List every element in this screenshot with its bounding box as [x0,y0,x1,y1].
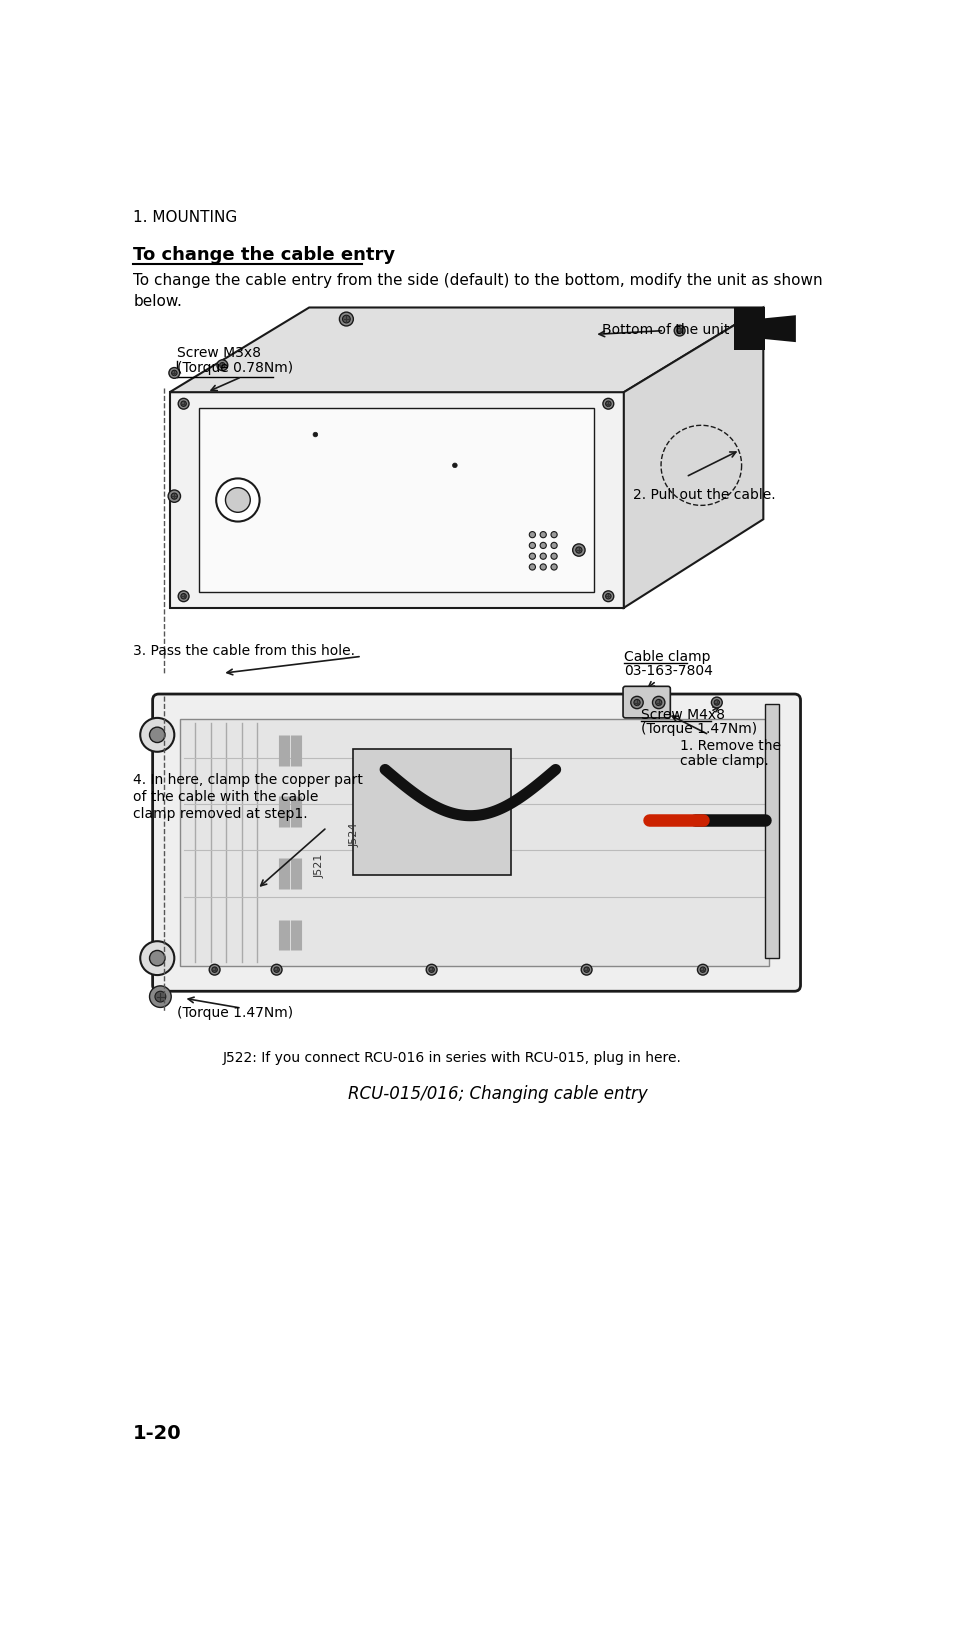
Circle shape [701,968,705,973]
Circle shape [656,700,662,705]
Polygon shape [199,408,595,592]
Text: clamp removed at step1.: clamp removed at step1. [133,808,307,821]
Circle shape [171,493,177,499]
Text: 03-163-7804: 03-163-7804 [624,664,712,677]
Circle shape [181,401,187,406]
Circle shape [178,591,189,602]
Circle shape [540,542,546,548]
Text: of the cable with the cable: of the cable with the cable [133,790,318,805]
Circle shape [711,697,722,708]
Circle shape [576,547,582,553]
Polygon shape [734,307,765,349]
Text: 1. Remove the: 1. Remove the [679,739,780,752]
Circle shape [603,591,614,602]
Circle shape [540,553,546,560]
Text: (Torque 1.47Nm): (Torque 1.47Nm) [641,721,757,736]
Circle shape [340,312,353,326]
Circle shape [674,325,685,336]
Circle shape [274,968,279,973]
Text: To change the cable entry: To change the cable entry [133,246,395,264]
Text: 2. Pull out the cable.: 2. Pull out the cable. [633,488,775,503]
Circle shape [540,565,546,570]
Text: J524: J524 [349,823,359,847]
Polygon shape [169,307,764,392]
Circle shape [631,697,643,708]
FancyBboxPatch shape [765,703,778,958]
Text: 1-20: 1-20 [133,1425,182,1443]
Text: 3. Pass the cable from this hole.: 3. Pass the cable from this hole. [133,645,355,658]
Text: Screw M3x8: Screw M3x8 [177,346,262,361]
Circle shape [155,991,165,1002]
Circle shape [605,401,611,406]
Polygon shape [169,392,624,607]
Circle shape [677,328,682,333]
Circle shape [551,542,558,548]
Circle shape [698,965,708,974]
Text: RCU-015/016; Changing cable entry: RCU-015/016; Changing cable entry [348,1085,648,1103]
Circle shape [551,532,558,537]
Circle shape [540,532,546,537]
Circle shape [181,594,187,599]
Circle shape [140,942,174,974]
Text: 1. MOUNTING: 1. MOUNTING [133,209,237,225]
Circle shape [217,359,228,370]
Circle shape [178,398,189,410]
Circle shape [584,968,590,973]
Circle shape [551,565,558,570]
Circle shape [171,370,177,375]
Circle shape [168,490,181,503]
Circle shape [216,478,260,522]
Circle shape [209,965,220,974]
Text: cable clamp.: cable clamp. [679,754,769,769]
Circle shape [653,697,665,708]
Polygon shape [624,307,764,607]
Circle shape [529,565,535,570]
Text: J522: If you connect RCU-016 in series with RCU-015, plug in here.: J522: If you connect RCU-016 in series w… [223,1051,681,1064]
Circle shape [605,594,611,599]
Circle shape [529,553,535,560]
Circle shape [429,968,434,973]
Circle shape [226,488,250,512]
Circle shape [140,718,174,752]
Polygon shape [757,315,796,343]
Circle shape [529,542,535,548]
Text: J521: J521 [314,854,324,878]
Text: below.: below. [133,294,182,310]
Text: To change the cable entry from the side (default) to the bottom, modify the unit: To change the cable entry from the side … [133,273,823,287]
Text: (Torque 1.47Nm): (Torque 1.47Nm) [177,1005,294,1020]
Circle shape [220,362,225,367]
FancyBboxPatch shape [623,687,670,718]
Circle shape [452,463,457,468]
Circle shape [150,986,171,1007]
Circle shape [426,965,437,974]
Circle shape [212,968,217,973]
FancyBboxPatch shape [180,720,769,966]
Circle shape [342,315,350,323]
FancyBboxPatch shape [153,694,801,991]
Circle shape [603,398,614,410]
Text: Screw M4x8: Screw M4x8 [641,708,725,721]
Text: (Torque 0.78Nm): (Torque 0.78Nm) [177,361,294,375]
Text: Bottom of the unit: Bottom of the unit [602,323,730,336]
Circle shape [150,728,165,743]
Circle shape [581,965,592,974]
Circle shape [271,965,282,974]
Circle shape [313,432,318,437]
Text: 4. In here, clamp the copper part: 4. In here, clamp the copper part [133,774,363,787]
Circle shape [169,367,180,379]
Circle shape [150,950,165,966]
Circle shape [633,700,640,705]
Circle shape [573,543,585,557]
Text: Cable clamp: Cable clamp [624,650,710,664]
Circle shape [551,553,558,560]
FancyBboxPatch shape [352,749,511,875]
Circle shape [714,700,720,705]
Circle shape [529,532,535,537]
